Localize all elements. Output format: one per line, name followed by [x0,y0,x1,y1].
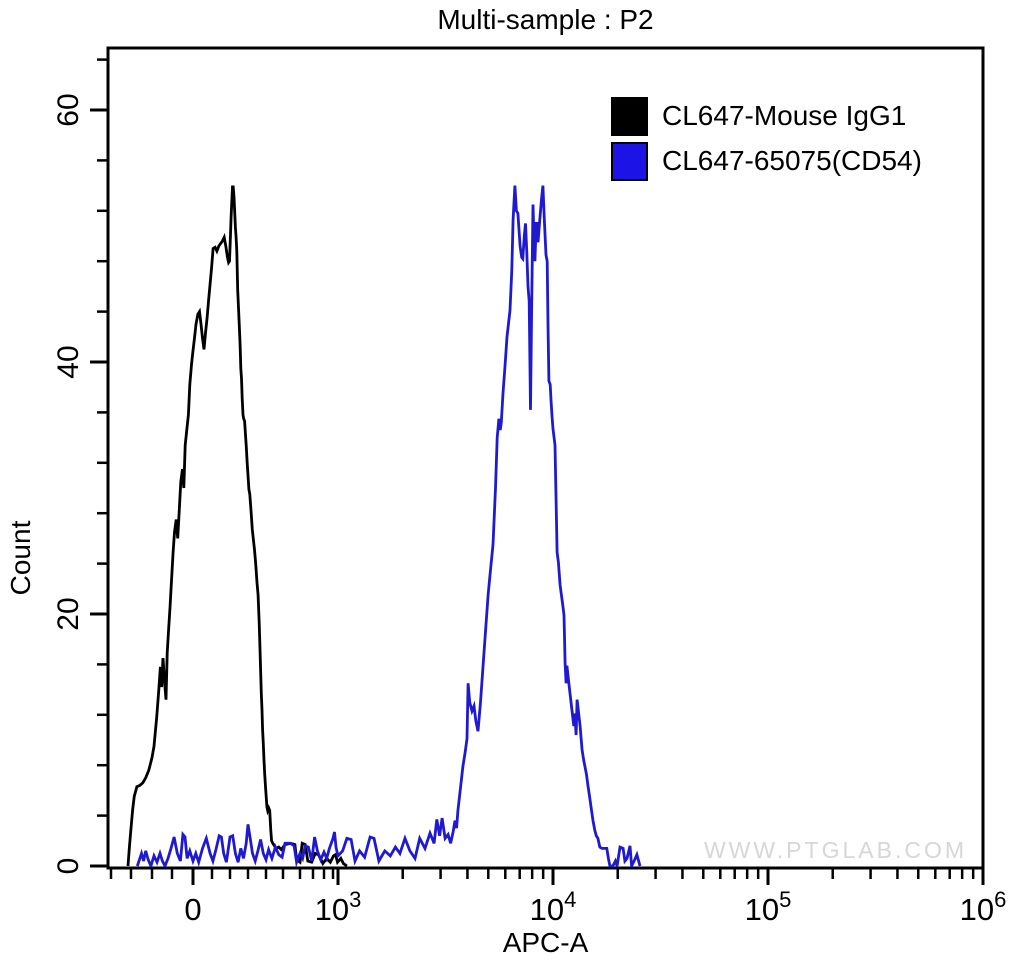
x-tick-label: 106 [960,887,1007,927]
histogram-curve-0 [126,185,348,867]
y-tick-label: 20 [52,597,85,630]
legend-label-1: CL647-65075(CD54) [662,145,922,176]
x-tick-label: 103 [315,887,362,927]
legend-swatch-0 [611,96,648,136]
legend-swatch-1 [611,141,648,181]
x-tick-label: 0 [184,892,201,927]
x-tick-label: 104 [530,887,577,927]
legend-label-0: CL647-Mouse IgG1 [662,100,907,131]
y-tick-label: 60 [52,93,85,126]
watermark-text: WWW.PTGLAB.COM [703,837,967,863]
y-axis-label: Count [5,520,36,595]
y-tick-label: 0 [52,858,85,875]
legend: CL647-Mouse IgG1 CL647-65075(CD54) [611,96,922,186]
chart-title: Multi-sample : P2 [437,4,654,35]
legend-item-0: CL647-Mouse IgG1 [611,96,922,136]
y-axis-ticks: 0 20 40 60 [52,58,108,875]
x-tick-label: 105 [745,887,792,927]
x-axis-ticks: 0 103 104 105 106 [109,868,1007,927]
histogram-curve-1 [135,185,642,867]
plot-frame [106,46,985,870]
x-axis-label: APC-A [502,927,589,958]
legend-item-1: CL647-65075(CD54) [611,141,922,181]
y-tick-label: 40 [52,345,85,378]
